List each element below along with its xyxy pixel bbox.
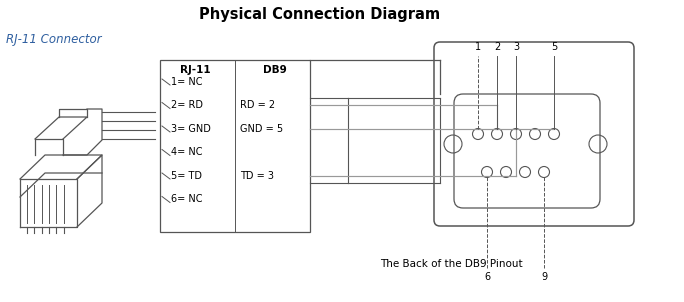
Text: Physical Connection Diagram: Physical Connection Diagram xyxy=(200,7,440,22)
Text: RD = 2: RD = 2 xyxy=(240,101,275,111)
Text: TD = 3: TD = 3 xyxy=(240,171,274,181)
Text: The Back of the DB9 Pinout: The Back of the DB9 Pinout xyxy=(380,259,523,269)
Text: 3= GND: 3= GND xyxy=(171,124,211,134)
Text: 2= RD: 2= RD xyxy=(171,101,203,111)
Text: 5= TD: 5= TD xyxy=(171,171,202,181)
Text: 6= NC: 6= NC xyxy=(171,194,202,204)
Bar xyxy=(160,60,310,232)
Text: GND = 5: GND = 5 xyxy=(240,124,283,134)
Text: RJ-11: RJ-11 xyxy=(180,65,210,75)
Text: 6: 6 xyxy=(484,272,490,282)
Text: RJ-11 Connector: RJ-11 Connector xyxy=(6,34,102,47)
Text: 1: 1 xyxy=(475,42,481,52)
Text: 3: 3 xyxy=(513,42,519,52)
Text: 4= NC: 4= NC xyxy=(171,147,202,158)
Text: DB9: DB9 xyxy=(263,65,287,75)
Text: 9: 9 xyxy=(541,272,547,282)
Text: 1= NC: 1= NC xyxy=(171,77,202,87)
Text: 5: 5 xyxy=(551,42,557,52)
Text: 2: 2 xyxy=(494,42,500,52)
